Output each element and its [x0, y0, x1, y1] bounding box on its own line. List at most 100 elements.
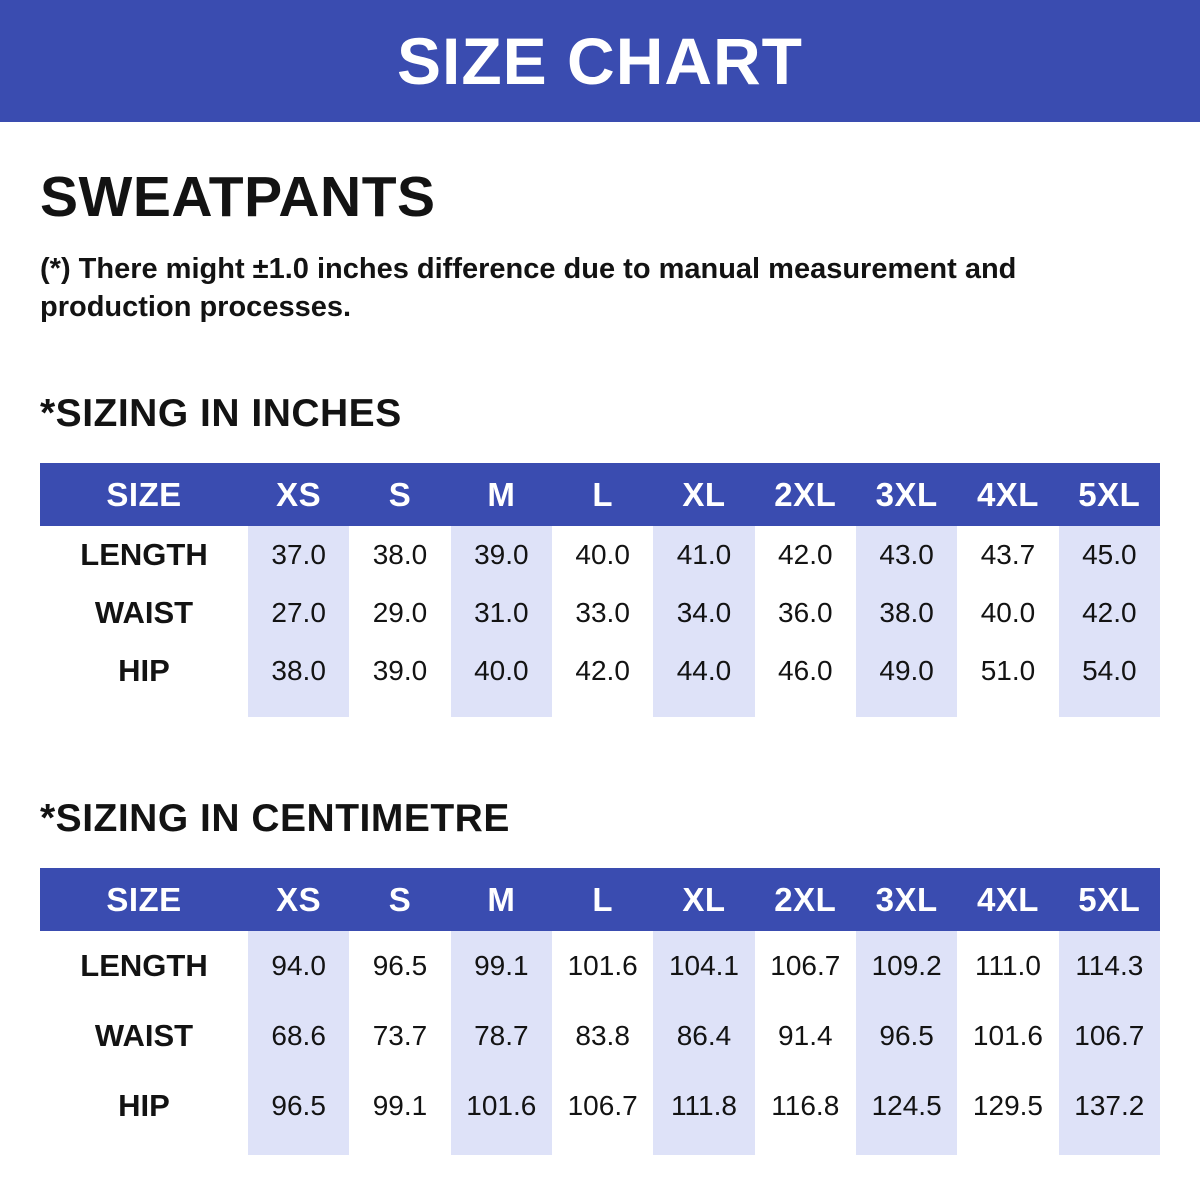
row-label: HIP: [40, 642, 248, 701]
size-value: 99.1: [372, 1090, 428, 1122]
size-value: 111.0: [975, 950, 1041, 982]
table-row: WAIST 68.6 73.7 78.7 83.8 86.4 91.4 96.5 101.6 10…: [40, 1001, 1160, 1072]
column-header: 4XL: [957, 868, 1059, 932]
size-value: 38.0: [372, 539, 428, 571]
size-value: 36.0: [778, 597, 833, 629]
page-title: SIZE CHART: [397, 24, 803, 98]
row-label: WAIST: [40, 1001, 248, 1072]
size-value: 43.0: [855, 526, 958, 585]
table-row: WAIST 27.0 29.0 31.0 33.0 34.0 36.0 38.0 40.0 42.…: [40, 584, 1160, 643]
size-value: 78.7: [450, 1001, 552, 1072]
size-value: 111.8: [653, 1071, 755, 1142]
table-row: LENGTH 94.0 96.5 99.1 101.6 104.1 106.7 109.2 11…: [40, 931, 1160, 1002]
size-value: 41.0: [653, 526, 755, 585]
size-value: 46.0: [778, 655, 833, 687]
row-label: LENGTH: [40, 526, 248, 585]
size-value: 39.0: [372, 655, 428, 687]
size-value: 68.6: [248, 1001, 350, 1072]
size-value: 38.0: [248, 642, 350, 701]
size-value: 42.0: [575, 655, 630, 687]
column-header: S: [349, 463, 451, 527]
product-title: SWEATPANTS: [40, 165, 436, 229]
stripe-spacer-cell: [40, 1141, 248, 1155]
size-value: 54.0: [1058, 642, 1160, 701]
stripe-spacer-cell: [855, 700, 958, 718]
section-inches: *SIZING IN INCHES SIZE XS S M L XL 2XL 3XL 4XL 5X…: [40, 392, 1160, 718]
size-value: 33.0: [575, 597, 630, 629]
column-header: 5XL: [1058, 868, 1160, 932]
stripe-spacer-cell: [855, 1141, 958, 1156]
stripe-spacer-cell: [450, 700, 552, 718]
column-header: XL: [653, 463, 755, 527]
stripe-spacer-cell: [450, 1141, 552, 1156]
size-value: 86.4: [653, 1001, 755, 1072]
column-header: XL: [653, 868, 755, 932]
size-value: 51.0: [980, 655, 1036, 687]
stripe-spacer-cell: [40, 700, 248, 717]
stripe-spacer-cell: [552, 700, 653, 717]
banner: SIZE CHART: [0, 0, 1200, 122]
size-value: 106.7: [1058, 1001, 1160, 1072]
stripe-spacer-row: [40, 1141, 1160, 1156]
row-label: WAIST: [40, 584, 248, 643]
size-value: 40.0: [980, 597, 1036, 629]
size-value: 96.5: [248, 1071, 350, 1142]
size-value: 96.5: [372, 950, 428, 982]
size-value: 34.0: [653, 584, 755, 643]
table-row: HIP 38.0 39.0 40.0 42.0 44.0 46.0 49.0 51.0 54.0: [40, 642, 1160, 701]
size-value: 43.7: [980, 539, 1036, 571]
column-header: 2XL: [754, 868, 856, 932]
size-value: 44.0: [653, 642, 755, 701]
size-value: 27.0: [248, 584, 350, 643]
size-value: 124.5: [855, 1071, 958, 1142]
size-value: 37.0: [248, 526, 350, 585]
size-value: 106.7: [567, 1090, 638, 1122]
stripe-spacer-cell: [349, 1141, 450, 1155]
table-row: HIP 96.5 99.1 101.6 106.7 111.8 116.8 124.5 129.…: [40, 1071, 1160, 1142]
column-header: XS: [248, 868, 350, 932]
size-value: 101.6: [972, 1020, 1043, 1052]
size-value: 104.1: [653, 931, 755, 1002]
stripe-spacer-cell: [552, 1141, 653, 1155]
stripe-spacer-cell: [755, 1141, 856, 1155]
size-value: 29.0: [372, 597, 428, 629]
size-table-inches: SIZE XS S M L XL 2XL 3XL 4XL 5XL LENGTH 37.0 38.0 39.…: [40, 463, 1160, 718]
table-header-row: SIZE XS S M L XL 2XL 3XL 4XL 5XL: [40, 463, 1160, 527]
table-row: LENGTH 37.0 38.0 39.0 40.0 41.0 42.0 43.0 43.7 45…: [40, 526, 1160, 585]
size-value: 40.0: [450, 642, 552, 701]
stripe-spacer-cell: [1058, 700, 1160, 718]
stripe-spacer-cell: [248, 700, 350, 718]
stripe-spacer-cell: [755, 700, 856, 717]
size-value: 94.0: [248, 931, 350, 1002]
size-value: 83.8: [575, 1020, 630, 1052]
section-heading-inches: *SIZING IN INCHES: [40, 392, 402, 436]
column-header: 3XL: [855, 868, 958, 932]
size-value: 91.4: [778, 1020, 833, 1052]
size-value: 99.1: [450, 931, 552, 1002]
size-value: 42.0: [778, 539, 833, 571]
column-header: XS: [248, 463, 350, 527]
size-value: 38.0: [855, 584, 958, 643]
column-header: 4XL: [957, 463, 1059, 527]
stripe-spacer-cell: [957, 1141, 1058, 1155]
row-label: LENGTH: [40, 931, 248, 1002]
content: SWEATPANTS (*) There might ±1.0 inches d…: [0, 165, 1200, 1156]
stripe-spacer-cell: [653, 700, 755, 718]
section-heading-centimetre: *SIZING IN CENTIMETRE: [40, 797, 510, 841]
size-value: 39.0: [450, 526, 552, 585]
column-header: L: [551, 868, 654, 932]
column-header: S: [349, 868, 451, 932]
size-table-centimetre: SIZE XS S M L XL 2XL 3XL 4XL 5XL LENGTH 94.0 96.5 99.…: [40, 868, 1160, 1156]
size-value: 109.2: [855, 931, 958, 1002]
size-value: 137.2: [1058, 1071, 1160, 1142]
column-header: 5XL: [1058, 463, 1160, 527]
stripe-spacer-cell: [1058, 1141, 1160, 1156]
size-value: 49.0: [855, 642, 958, 701]
table-header-row: SIZE XS S M L XL 2XL 3XL 4XL 5XL: [40, 868, 1160, 932]
section-centimetre: *SIZING IN CENTIMETRE SIZE XS S M L XL 2XL 3XL 4…: [40, 797, 1160, 1156]
column-header: L: [551, 463, 654, 527]
column-header: M: [450, 463, 552, 527]
size-value: 96.5: [855, 1001, 958, 1072]
stripe-spacer-cell: [653, 1141, 755, 1156]
